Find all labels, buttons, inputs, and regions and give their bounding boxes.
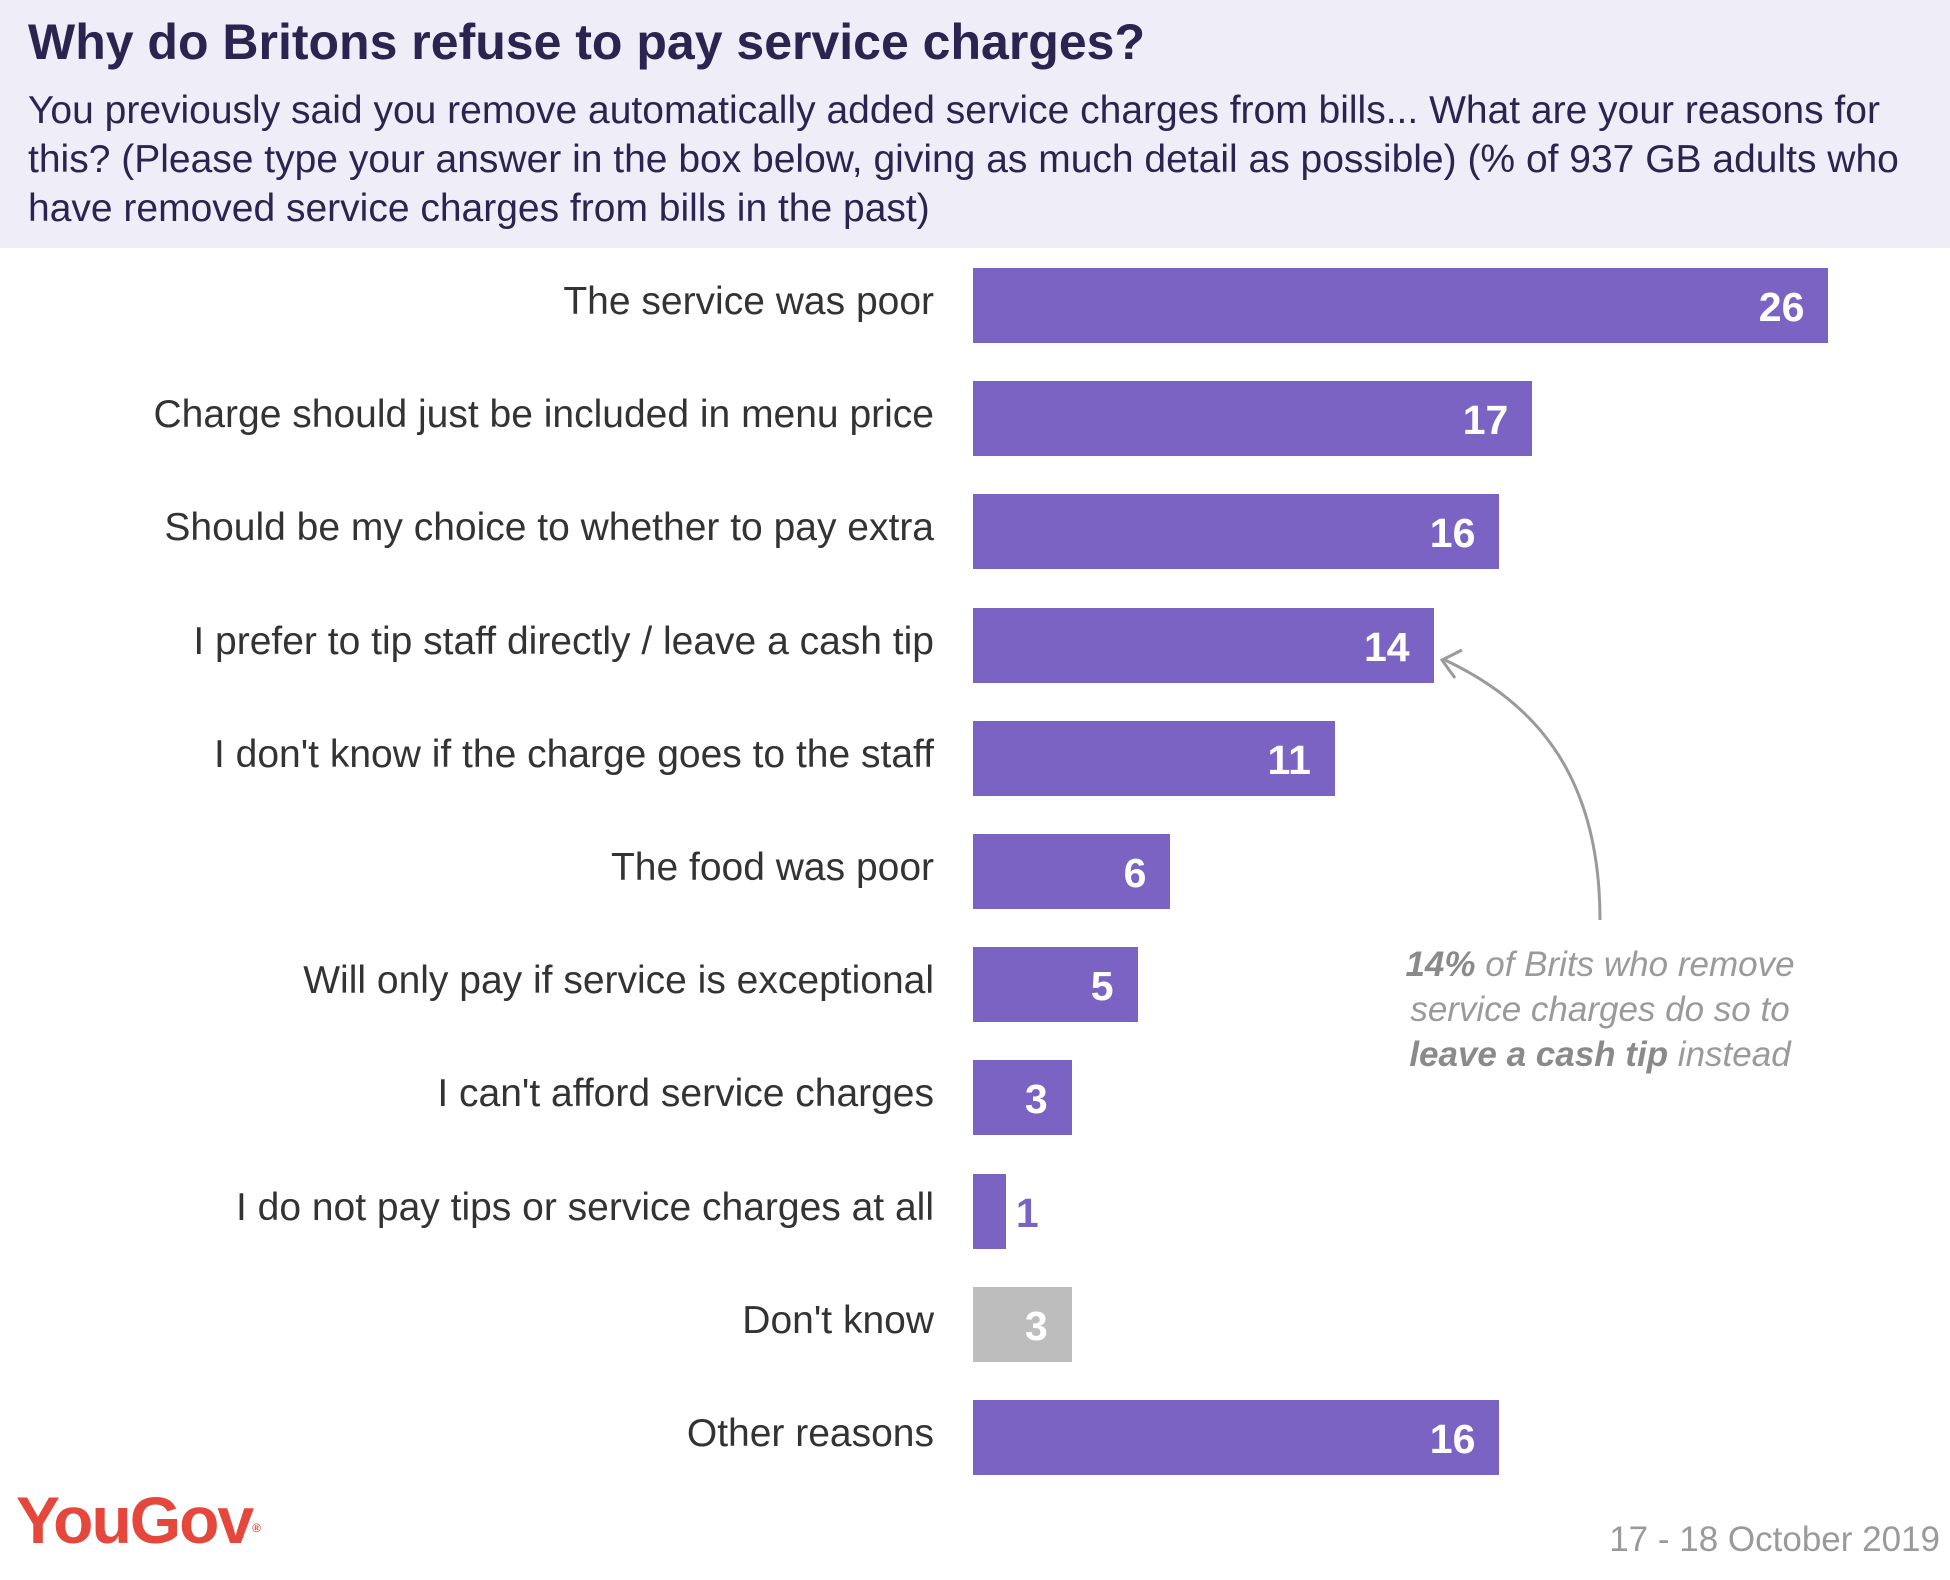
bar [973,720,1335,796]
survey-date: 17 - 18 October 2019 [1609,1520,1940,1559]
chart-title: Why do Britons refuse to pay service cha… [28,14,1145,70]
annotation-arrow-line [1444,658,1602,921]
value-label: 16 [1429,510,1476,557]
bar [973,1400,1500,1475]
value-label: 3 [1024,1076,1048,1123]
bar [973,1286,1072,1362]
category-label: I can't afford service charges [437,1072,934,1116]
category-label: Other reasons [686,1412,934,1455]
bar [973,381,1533,457]
bar [973,494,1500,570]
chart-subtitle: You previously said you remove automatic… [28,89,1899,230]
category-label: Don't know [742,1298,934,1342]
annotation-highlight-percent: 14% [1405,945,1476,984]
category-label: The service was poor [563,280,934,323]
category-label: I prefer to tip staff directly / leave a… [193,619,934,663]
value-label: 6 [1123,850,1147,896]
value-label: 3 [1024,1302,1048,1349]
category-label: Should be my choice to whether to pay ex… [164,506,934,550]
value-label: 5 [1090,963,1114,1010]
bar [973,1060,1072,1136]
logo-registered-mark: ® [252,1521,261,1535]
category-label: Will only pay if service is exceptional [303,959,934,1003]
category-label: The food was poor [610,846,934,889]
bar [973,607,1434,683]
value-label: 14 [1363,623,1410,670]
value-label: 1 [1015,1189,1039,1236]
bar [973,268,1829,343]
value-label: 11 [1267,736,1311,783]
annotation-text: 14% of Brits who remove service charges … [1400,942,1800,1077]
bar [973,947,1138,1023]
category-label: I do not pay tips or service charges at … [235,1185,934,1229]
yougov-logo: YouGov® [16,1480,261,1560]
value-label: 26 [1758,284,1805,330]
value-label: 16 [1429,1416,1476,1462]
bar [973,1173,1006,1249]
bar [973,834,1171,909]
category-label: I don't know if the charge goes to the s… [213,732,934,776]
category-label: Charge should just be included in menu p… [153,393,934,437]
annotation-text-part: of Brits who remove service charges do s… [1410,945,1795,1029]
annotation-highlight-phrase: leave a cash tip [1409,1035,1669,1074]
annotation-arrow-head [1439,648,1463,679]
value-label: 17 [1462,397,1509,444]
logo-text: YouGov [16,1483,254,1557]
annotation-text-end: instead [1668,1035,1791,1074]
header-panel: Why do Britons refuse to pay service cha… [0,0,1950,248]
